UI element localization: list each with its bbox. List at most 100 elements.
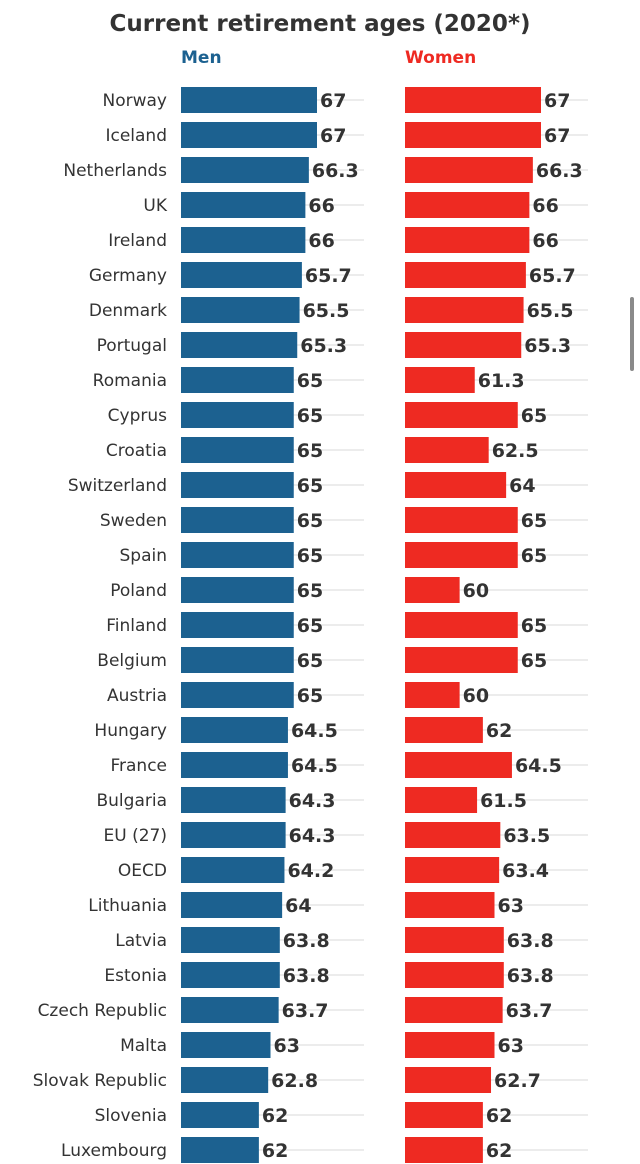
men-bar — [181, 1102, 259, 1128]
women-bars — [405, 87, 541, 1163]
men-bar — [181, 262, 302, 288]
men-value-label: 65.5 — [303, 300, 350, 322]
women-value-label: 63 — [498, 895, 524, 917]
men-bar — [181, 857, 285, 883]
women-bar — [405, 297, 524, 323]
men-bar — [181, 1032, 271, 1058]
country-label: Belgium — [97, 651, 167, 671]
men-bar — [181, 682, 294, 708]
men-value-label: 64.5 — [291, 720, 338, 742]
women-value-label: 63.7 — [506, 1000, 553, 1022]
men-value-label: 65 — [297, 615, 323, 637]
men-bar — [181, 297, 300, 323]
men-bar — [181, 1067, 269, 1093]
country-label: Norway — [103, 91, 168, 111]
women-bar — [405, 612, 518, 638]
women-value-label: 63.8 — [507, 965, 554, 987]
women-bar — [405, 332, 522, 358]
women-value-label: 60 — [463, 685, 489, 707]
women-value-label: 62 — [486, 1105, 512, 1127]
men-value-label: 64.3 — [289, 825, 336, 847]
women-value-label: 63.5 — [503, 825, 550, 847]
women-value-label: 65 — [521, 650, 547, 672]
women-bar — [405, 122, 541, 148]
women-value-label: 60 — [463, 580, 489, 602]
country-labels: Norway Iceland Netherlands UK Ireland Germany… — [33, 91, 168, 1161]
men-value-label: 67 — [320, 125, 346, 147]
men-value-label: 63 — [274, 1035, 300, 1057]
men-value-label: 63.7 — [282, 1000, 329, 1022]
country-label: Austria — [107, 686, 167, 706]
men-panel-title: Men — [181, 48, 222, 68]
women-bar — [405, 367, 475, 393]
women-value-labels: 67 67 66.3 66 66 65.7 65.5 65.3 61.3 65 62.5 64 65 65… — [463, 90, 583, 1162]
country-label: Cyprus — [108, 406, 167, 426]
women-bar — [405, 892, 495, 918]
men-value-label: 62.8 — [271, 1070, 318, 1092]
men-value-label: 66 — [308, 230, 334, 252]
women-value-label: 63 — [498, 1035, 524, 1057]
women-value-label: 65 — [521, 615, 547, 637]
men-bar — [181, 227, 306, 253]
men-value-label: 66.3 — [312, 160, 359, 182]
women-value-label: 65.7 — [529, 265, 576, 287]
men-bar — [181, 612, 294, 638]
men-bar — [181, 332, 298, 358]
women-bar — [405, 437, 489, 463]
women-value-label: 63.8 — [507, 930, 554, 952]
men-value-label: 62 — [262, 1140, 288, 1162]
women-value-label: 62.7 — [494, 1070, 541, 1092]
country-label: Slovenia — [95, 1106, 167, 1126]
men-bars — [181, 87, 317, 1163]
country-label: Latvia — [115, 931, 167, 951]
men-value-label: 65 — [297, 650, 323, 672]
men-bar — [181, 752, 288, 778]
country-label: Netherlands — [63, 161, 167, 181]
men-bar — [181, 437, 294, 463]
men-value-label: 65 — [297, 685, 323, 707]
women-value-label: 67 — [544, 90, 570, 112]
men-value-label: 62 — [262, 1105, 288, 1127]
men-value-label: 64.2 — [287, 860, 334, 882]
men-bar — [181, 367, 294, 393]
country-label: OECD — [118, 861, 167, 881]
men-bar — [181, 647, 294, 673]
men-bar — [181, 717, 288, 743]
women-bar — [405, 752, 512, 778]
men-bar — [181, 787, 286, 813]
country-label: Romania — [93, 371, 167, 391]
women-panel-title: Women — [405, 48, 476, 68]
men-bar — [181, 157, 309, 183]
women-bar — [405, 647, 518, 673]
scrollbar[interactable] — [630, 297, 634, 371]
men-value-labels: 67 67 66.3 66 66 65.7 65.5 65.3 65 65 65 65 65 65 65 65… — [262, 90, 359, 1162]
men-value-label: 64 — [285, 895, 311, 917]
women-bar — [405, 507, 518, 533]
women-value-label: 65.5 — [527, 300, 574, 322]
country-label: Estonia — [104, 966, 167, 986]
women-value-label: 62.5 — [492, 440, 539, 462]
women-bar — [405, 227, 530, 253]
women-bar — [405, 822, 501, 848]
country-label: France — [110, 756, 167, 776]
men-value-label: 65 — [297, 370, 323, 392]
men-bar — [181, 822, 286, 848]
country-label: Spain — [120, 546, 168, 566]
women-bar — [405, 1102, 483, 1128]
women-value-label: 63.4 — [502, 860, 549, 882]
men-value-label: 63.8 — [283, 930, 330, 952]
men-value-label: 67 — [320, 90, 346, 112]
country-label: UK — [143, 196, 167, 216]
women-value-label: 61.5 — [480, 790, 527, 812]
country-label: EU (27) — [104, 826, 167, 846]
men-value-label: 65 — [297, 405, 323, 427]
men-bar — [181, 1137, 259, 1163]
country-label: Germany — [89, 266, 167, 286]
women-value-label: 64.5 — [515, 755, 562, 777]
women-bar — [405, 717, 483, 743]
men-value-label: 64.5 — [291, 755, 338, 777]
country-label: Slovak Republic — [33, 1071, 167, 1091]
men-value-label: 65 — [297, 545, 323, 567]
women-value-label: 65 — [521, 510, 547, 532]
